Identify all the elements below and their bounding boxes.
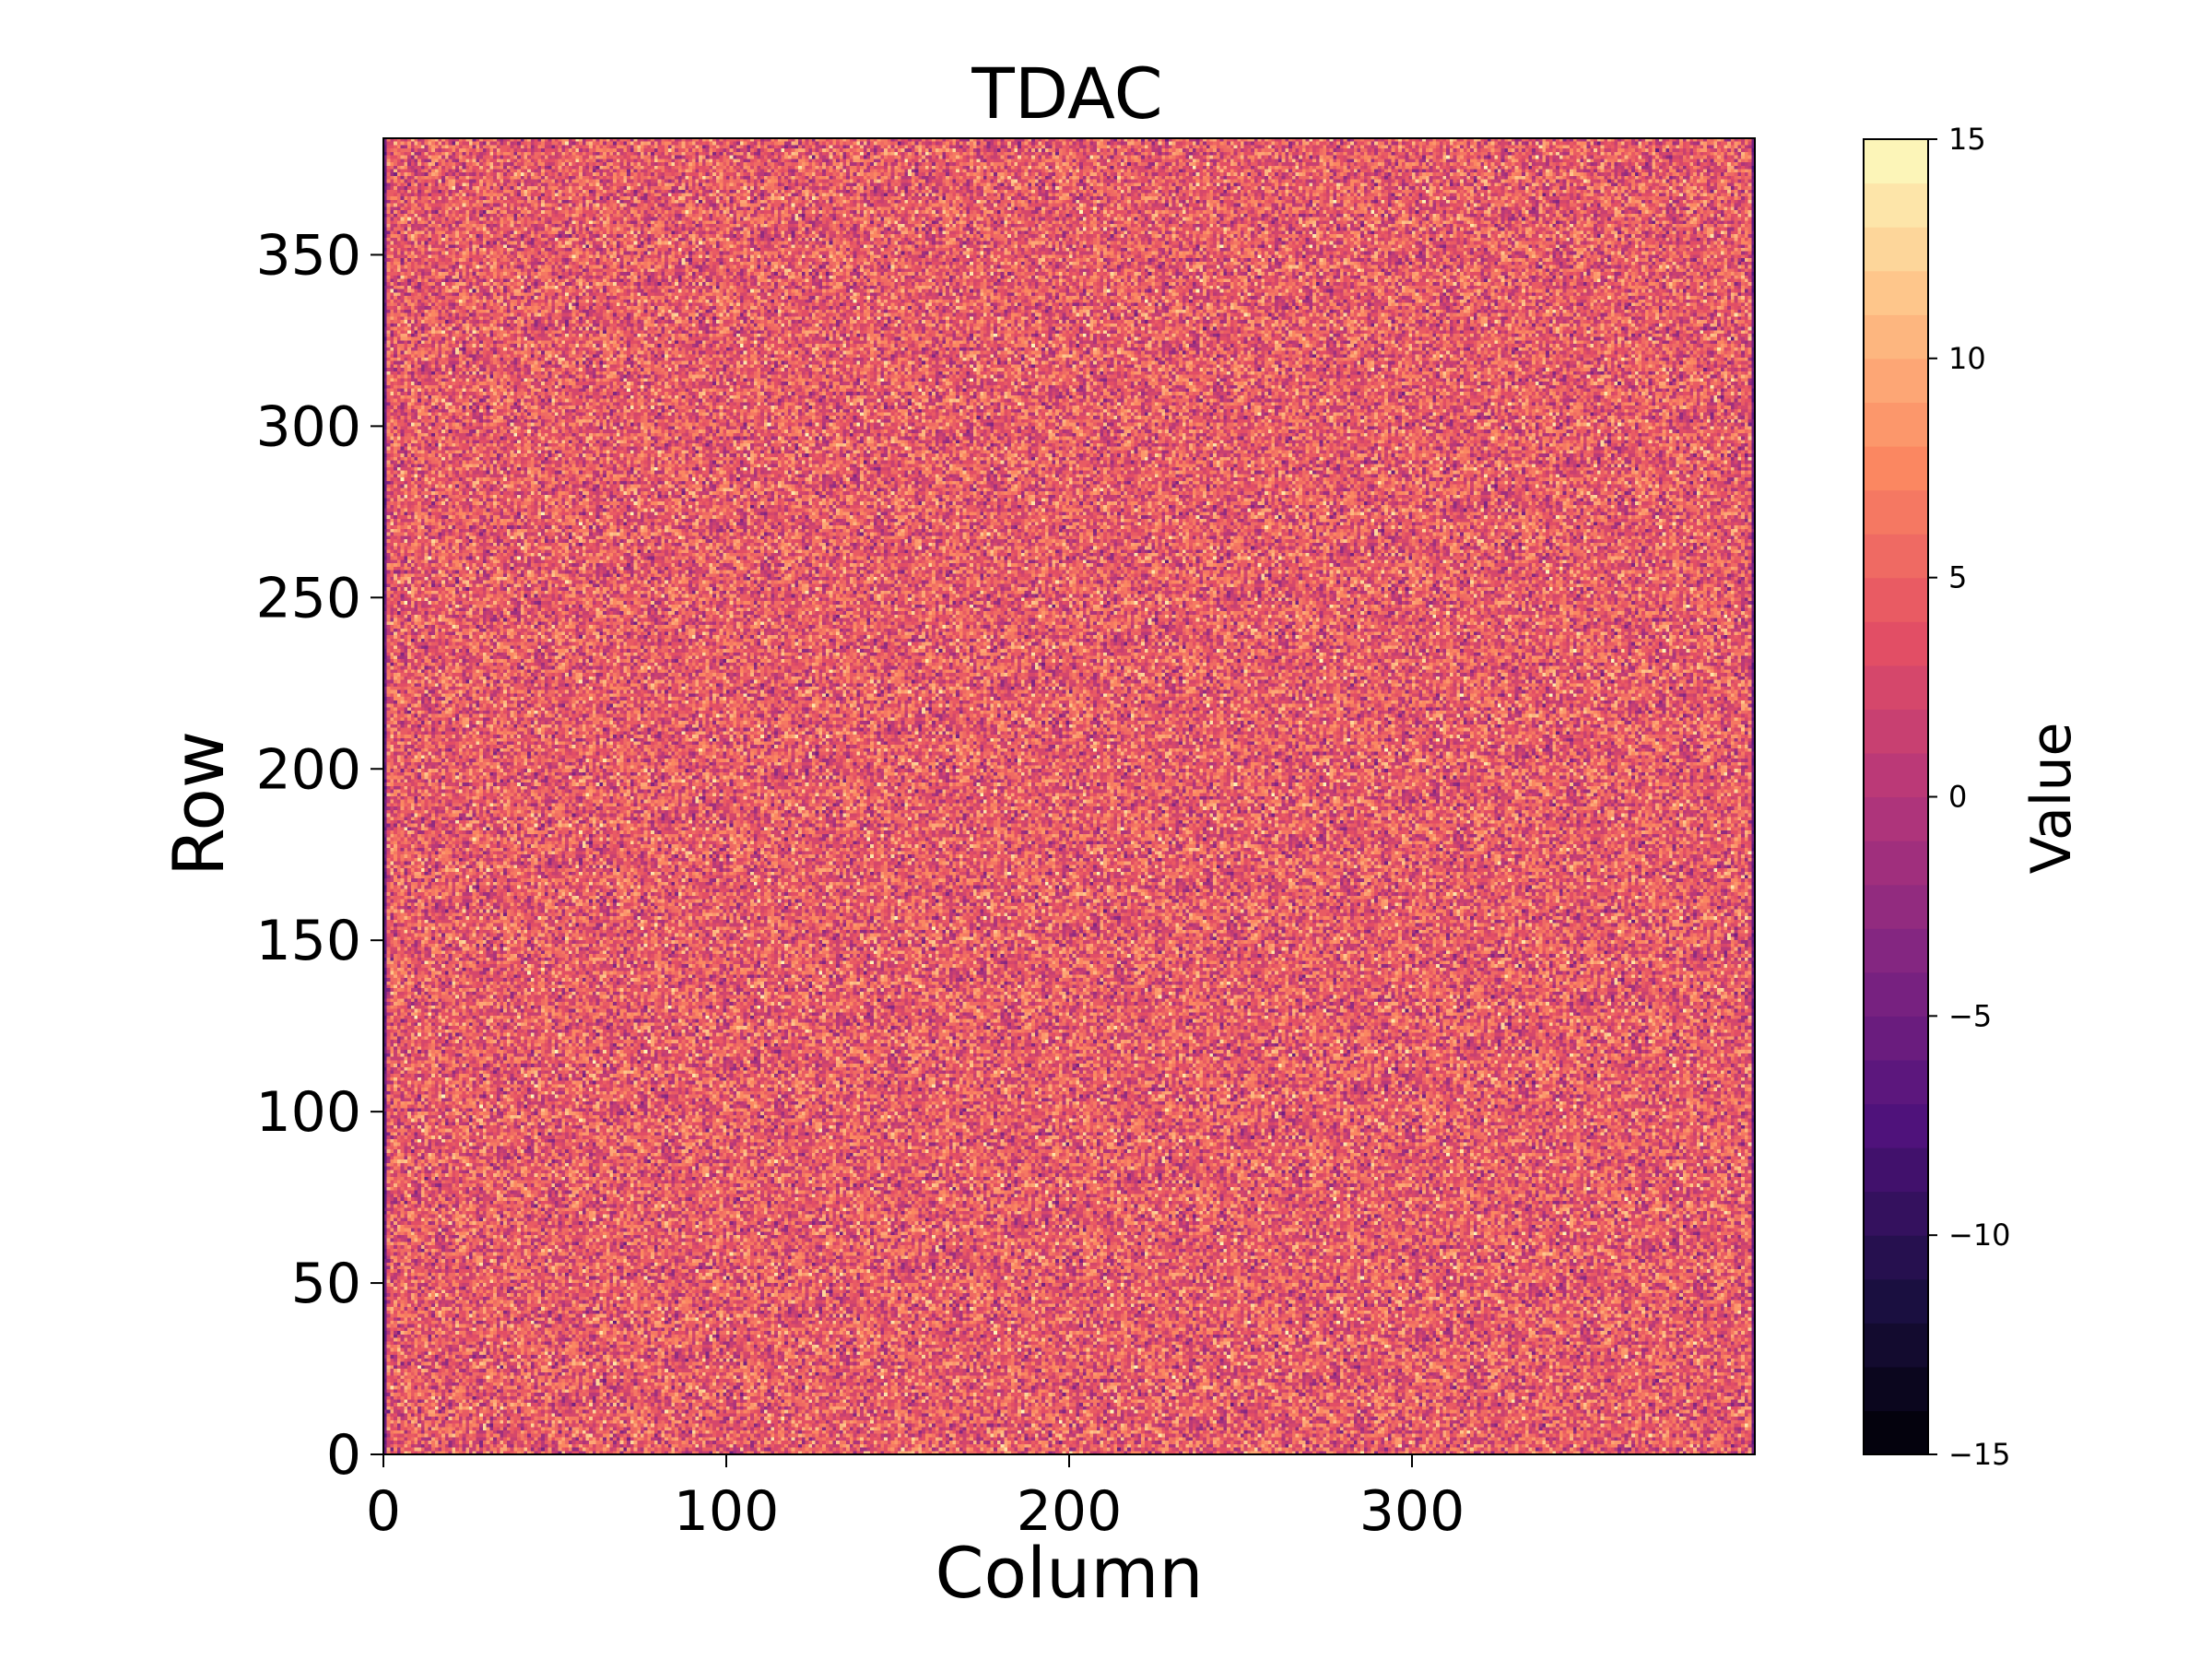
- colorbar-band: [1864, 1016, 1928, 1061]
- colorbar-band: [1864, 709, 1928, 754]
- colorbar: [1864, 139, 1928, 1455]
- colorbar-band: [1864, 577, 1928, 622]
- y-tick-label: 100: [255, 1080, 361, 1145]
- colorbar-band: [1864, 314, 1928, 359]
- colorbar-band: [1864, 489, 1928, 535]
- colorbar-tick-label: 10: [1948, 341, 1986, 376]
- colorbar-tick-label: 0: [1948, 780, 1967, 815]
- colorbar-band: [1864, 445, 1928, 491]
- colorbar-band: [1864, 1147, 1928, 1193]
- colorbar-band: [1864, 1191, 1928, 1236]
- chart-title: TDAC: [971, 53, 1162, 135]
- colorbar-band: [1864, 752, 1928, 798]
- colorbar-band: [1864, 358, 1928, 403]
- colorbar-band: [1864, 1410, 1928, 1455]
- colorbar-band: [1864, 665, 1928, 710]
- colorbar-band: [1864, 139, 1928, 184]
- y-tick-label: 200: [255, 737, 361, 802]
- colorbar-band: [1864, 1103, 1928, 1148]
- colorbar-band: [1864, 1059, 1928, 1105]
- y-tick-label: 350: [255, 223, 361, 288]
- colorbar-tick-label: −10: [1948, 1218, 2011, 1253]
- colorbar-band: [1864, 182, 1928, 228]
- y-tick-label: 50: [291, 1252, 361, 1316]
- colorbar-tick-label: −15: [1948, 1437, 2011, 1472]
- colorbar-band: [1864, 402, 1928, 447]
- y-axis-ticks: 0 50 100 150 200 250 300 350: [255, 223, 383, 1488]
- colorbar-tick-label: 5: [1948, 560, 1967, 595]
- colorbar-band: [1864, 884, 1928, 929]
- x-axis-ticks: 0 100 200 300: [366, 1454, 1465, 1544]
- colorbar-band: [1864, 971, 1928, 1017]
- colorbar-band: [1864, 621, 1928, 666]
- colorbar-band: [1864, 1323, 1928, 1368]
- colorbar-band: [1864, 1278, 1928, 1324]
- y-tick-label: 0: [326, 1423, 361, 1488]
- colorbar-band: [1864, 1235, 1928, 1280]
- colorbar-tick-label: −5: [1948, 998, 1992, 1033]
- colorbar-band: [1864, 796, 1928, 841]
- colorbar-label: Value: [2019, 723, 2084, 875]
- x-tick-label: 0: [366, 1479, 401, 1544]
- colorbar-band: [1864, 1366, 1928, 1412]
- colorbar-ticks: 15 10 5 0 −5 −10 −15: [1928, 122, 2011, 1472]
- y-axis-label: Row: [158, 731, 240, 877]
- colorbar-band: [1864, 841, 1928, 886]
- colorbar-band: [1864, 534, 1928, 579]
- colorbar-tick-label: 15: [1948, 122, 1986, 157]
- colorbar-band: [1864, 227, 1928, 272]
- x-tick-label: 200: [1017, 1479, 1123, 1544]
- x-axis-label: Column: [935, 1532, 1203, 1614]
- colorbar-band: [1864, 928, 1928, 973]
- x-tick-label: 100: [674, 1479, 780, 1544]
- x-tick-label: 300: [1359, 1479, 1465, 1544]
- y-tick-label: 250: [255, 566, 361, 630]
- heatmap-image: [383, 138, 1755, 1454]
- colorbar-band: [1864, 270, 1928, 315]
- y-tick-label: 150: [255, 909, 361, 973]
- y-tick-label: 300: [255, 394, 361, 459]
